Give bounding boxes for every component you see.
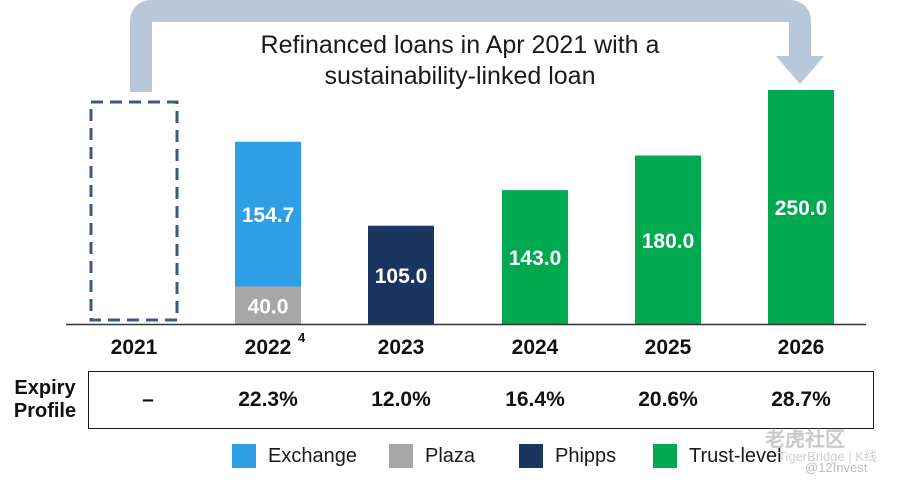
legend-label-plaza: Plaza	[425, 444, 476, 467]
arrow-head	[776, 56, 824, 84]
data-label-phipps-2023: 105.0	[375, 265, 428, 288]
x-tick-labels: 2021 2022 4 2023 2024 2025 2026	[111, 330, 825, 359]
data-label-trust-level-2026: 250.0	[775, 197, 828, 220]
bars-group: 40.0 154.7 105.0 143.0 180.0 250.0	[89, 90, 834, 324]
legend-item-phipps: Phipps	[519, 444, 616, 468]
refinance-arrow	[130, 0, 811, 92]
legend-swatch-plaza	[389, 444, 413, 468]
profile-label-line2: Profile	[13, 400, 77, 422]
x-tick-superscript-2022: 4	[298, 330, 306, 345]
x-tick-2026: 2026	[778, 336, 825, 359]
chart-title-line1: Refinanced loans in Apr 2021 with a	[261, 31, 660, 59]
watermark-sub: TigerBridge | K线	[778, 449, 877, 464]
x-tick-2022: 2022	[245, 336, 292, 359]
expiry-profile-label: Expiry Profile	[4, 377, 86, 423]
chart-title-line2: sustainability-linked loan	[325, 62, 596, 90]
watermark-brand: 老虎社区	[765, 429, 845, 451]
bar-trust-level-2025	[635, 155, 701, 324]
legend-label-trust-level: Trust-level	[689, 444, 782, 467]
legend-item-exchange: Exchange	[232, 444, 357, 468]
profile-value-2024: 16.4%	[505, 388, 565, 411]
x-tick-2023: 2023	[378, 336, 425, 359]
data-label-trust-level-2025: 180.0	[642, 230, 695, 253]
profile-value-2021: –	[142, 388, 154, 411]
expiry-profile-box	[88, 371, 874, 429]
data-label-plaza-2022: 40.0	[248, 295, 289, 318]
x-tick-2024: 2024	[512, 336, 559, 359]
legend-label-exchange: Exchange	[268, 444, 357, 467]
bar-trust-level-2024	[502, 190, 568, 324]
x-tick-2021: 2021	[111, 336, 158, 359]
legend-label-phipps: Phipps	[555, 444, 617, 467]
profile-label-line1: Expiry	[14, 377, 76, 399]
placeholder-bar-2021	[89, 100, 179, 322]
legend-item-plaza: Plaza	[389, 444, 475, 468]
bar-trust-level-2026	[768, 90, 834, 324]
legend-swatch-phipps	[519, 444, 543, 468]
legend-swatch-exchange	[232, 444, 256, 468]
data-label-trust-level-2024: 143.0	[509, 247, 562, 270]
bar-exchange-2022	[235, 141, 301, 287]
watermark-handle: @12Invest	[805, 460, 868, 475]
bar-plaza-2022	[235, 286, 301, 324]
profile-value-2026: 28.7%	[771, 388, 831, 411]
data-label-exchange-2022: 154.7	[242, 204, 295, 227]
profile-value-2022: 22.3%	[238, 388, 298, 411]
profile-value-2025: 20.6%	[638, 388, 698, 411]
legend-swatch-trust-level	[653, 444, 677, 468]
bar-phipps-2023	[368, 225, 434, 324]
x-tick-2025: 2025	[645, 336, 692, 359]
legend-item-trust-level: Trust-level	[653, 444, 782, 468]
profile-value-2023: 12.0%	[371, 388, 431, 411]
